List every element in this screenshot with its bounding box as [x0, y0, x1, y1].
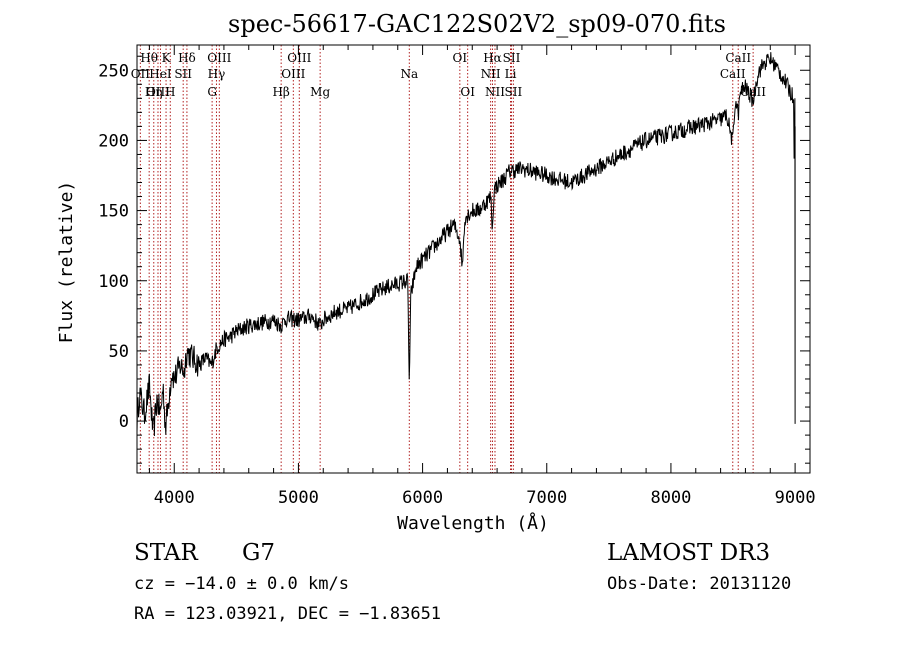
x-tick-label: 9000: [775, 488, 816, 508]
x-axis-label: Wavelength (Å): [397, 512, 549, 534]
x-tick-label: 5000: [278, 488, 319, 508]
line-label: Hδ: [178, 51, 196, 65]
line-label: OIII: [146, 85, 170, 99]
line-label: Hα: [483, 51, 502, 65]
spectrum-series: [136, 52, 796, 437]
line-label: SII: [503, 51, 521, 65]
observation-date: Obs-Date: 20131120: [607, 574, 791, 594]
plot-frame: [136, 44, 811, 474]
x-tick-label: 4000: [154, 488, 195, 508]
x-axis-ticks: 4000 5000 6000 7000 8000 9000: [148, 45, 816, 508]
x-tick-label: 7000: [526, 488, 567, 508]
line-label: K: [162, 51, 172, 65]
line-label: OIII: [287, 51, 311, 65]
y-tick-label: 200: [98, 131, 129, 151]
survey-name: LAMOST DR3: [607, 540, 770, 566]
line-label: HeI: [149, 67, 172, 81]
line-label: G: [207, 85, 217, 99]
line-label: CaII: [720, 67, 746, 81]
x-tick-label: 6000: [402, 488, 443, 508]
line-label: Hγ: [208, 67, 226, 81]
line-label: SII: [505, 85, 523, 99]
line-label: OIII: [207, 51, 231, 65]
line-label: OI: [453, 51, 468, 65]
x-tick-label: 8000: [650, 488, 691, 508]
y-tick-label: 150: [98, 202, 129, 222]
line-label: Hθ: [140, 51, 158, 65]
y-tick-label: 50: [109, 342, 129, 362]
y-tick-label: 100: [98, 272, 129, 292]
emission-line-markers: [139, 45, 754, 473]
line-label: SII: [174, 67, 192, 81]
chart-title: spec-56617-GAC122S02V2_sp09-070.fits: [228, 10, 726, 38]
coordinates: RA = 123.03921, DEC = −1.83651: [134, 604, 441, 624]
y-axis-ticks: 0 50 100 150 200 250: [98, 55, 810, 464]
line-label: Na: [400, 67, 418, 81]
object-subclass: G7: [242, 540, 275, 566]
object-class: STAR: [134, 540, 198, 566]
line-label: CaII: [725, 51, 751, 65]
redshift-info: cz = −14.0 ± 0.0 km/s: [134, 574, 349, 594]
line-label: Li: [505, 67, 517, 81]
line-label: NII: [485, 85, 505, 99]
y-axis-label: Flux (relative): [56, 181, 77, 344]
line-label: OII: [131, 67, 151, 81]
line-label: Hβ: [272, 85, 289, 99]
line-label: OIII: [281, 67, 305, 81]
line-label: NII: [481, 67, 501, 81]
line-label: OI: [460, 85, 475, 99]
line-label: Hη: [145, 85, 163, 99]
line-label: Mg: [310, 85, 330, 99]
y-tick-label: 250: [98, 61, 129, 81]
line-label: H: [165, 85, 175, 99]
spectrum-line: [136, 52, 796, 437]
y-tick-label: 0: [119, 412, 129, 432]
